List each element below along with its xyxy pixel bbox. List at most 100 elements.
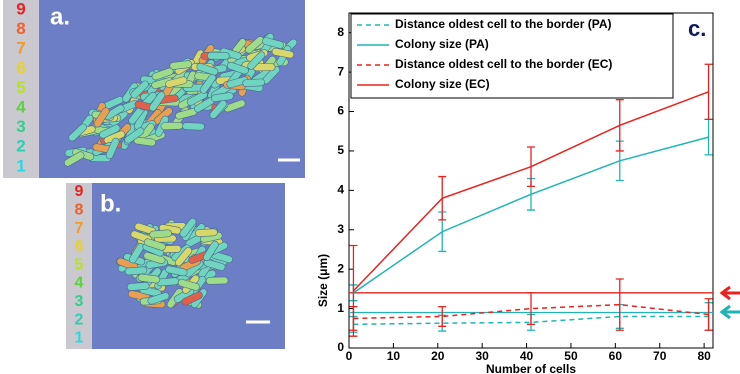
panel-label: b. <box>100 190 121 217</box>
error-bar <box>615 99 624 152</box>
cell <box>177 278 200 291</box>
cell <box>211 92 234 102</box>
error-bar <box>704 298 713 331</box>
plot-area <box>348 12 714 349</box>
cell <box>271 47 295 59</box>
y-tick-label: 1 <box>337 301 344 315</box>
cells-b <box>115 218 233 309</box>
legend-label: Colony size (PA) <box>395 37 489 51</box>
error-bar <box>527 292 535 326</box>
colorbar-label: 7 <box>16 39 25 58</box>
error-bar <box>438 305 447 327</box>
cell <box>174 247 193 267</box>
cell <box>245 36 265 54</box>
x-tick-label: 0 <box>346 349 353 363</box>
cell <box>226 61 249 75</box>
cell <box>226 76 249 89</box>
cell <box>195 228 218 237</box>
colorbar-label: 6 <box>75 238 84 255</box>
y-tick-label: 7 <box>337 64 344 78</box>
cell <box>137 273 161 284</box>
cell <box>124 127 145 144</box>
colorbar-label: 3 <box>75 293 84 310</box>
cell <box>262 37 285 49</box>
x-tick-label: 80 <box>697 349 711 363</box>
arrow <box>719 285 740 301</box>
error-bar <box>527 146 535 188</box>
cell <box>181 291 203 306</box>
y-tick-label: 6 <box>337 104 344 118</box>
colorbar-label: 1 <box>16 156 25 175</box>
colorbar-label: 8 <box>75 202 84 219</box>
cell <box>149 229 172 239</box>
cell <box>129 242 145 264</box>
legend-label: Colony size (EC) <box>395 77 490 91</box>
y-tick-label: 4 <box>337 183 344 197</box>
colorbar-label: 6 <box>16 58 25 77</box>
colorbar-label: 2 <box>75 311 84 328</box>
cell <box>196 63 219 76</box>
cell <box>99 124 121 139</box>
colorbar-label: 2 <box>16 137 25 156</box>
legend-label: Distance oldest cell to the border (EC) <box>395 57 612 71</box>
cell <box>203 240 219 262</box>
x-tick-label: 50 <box>564 349 578 363</box>
y-tick-label: 8 <box>337 25 344 39</box>
y-axis-label: Size (μm) <box>316 254 330 307</box>
cell <box>147 292 170 305</box>
cell <box>160 121 184 130</box>
colorbar-label: 9 <box>16 0 25 18</box>
panel-label: c. <box>688 16 706 41</box>
cell <box>130 80 149 99</box>
cell <box>169 60 192 70</box>
y-tick-label: 2 <box>337 261 344 275</box>
x-axis-label: Number of cells <box>486 362 576 374</box>
colorbar-label: 3 <box>16 117 25 136</box>
cell <box>247 51 266 70</box>
colorbar-label: 5 <box>16 78 25 97</box>
x-tick-label: 70 <box>653 349 667 363</box>
colorbar-b <box>66 183 92 349</box>
x-tick-label: 20 <box>431 349 445 363</box>
cell <box>126 282 150 291</box>
colorbar-label: 4 <box>75 275 84 292</box>
cell <box>105 137 120 160</box>
colorbar-label: 9 <box>75 183 84 200</box>
panel-label: a. <box>50 3 70 30</box>
cell <box>151 67 174 81</box>
colorbar-a <box>3 0 39 178</box>
cell <box>124 266 148 276</box>
legend-label: Distance oldest cell to the border (PA) <box>395 17 611 31</box>
cell <box>207 51 230 60</box>
legend-box <box>350 13 674 99</box>
cells-a <box>63 33 298 167</box>
cell <box>242 78 265 88</box>
colorbar-label: 5 <box>75 256 84 273</box>
cell <box>179 218 197 238</box>
cell <box>182 122 205 131</box>
error-bar <box>615 278 624 331</box>
x-tick-label: 40 <box>520 349 534 363</box>
cell <box>93 107 110 128</box>
cell <box>203 258 226 271</box>
y-tick-label: 3 <box>337 222 344 236</box>
cell <box>68 123 87 142</box>
error-bar <box>704 63 713 121</box>
cell <box>149 91 166 112</box>
cell <box>143 238 166 251</box>
y-tick-label: 5 <box>337 143 344 157</box>
error-bar <box>349 244 358 337</box>
cell <box>63 151 85 167</box>
x-tick-label: 60 <box>609 349 623 363</box>
cell <box>205 276 229 285</box>
x-tick-label: 30 <box>475 349 489 363</box>
colorbar-label: 8 <box>16 19 25 38</box>
cell <box>219 47 242 60</box>
colorbar-label: 1 <box>75 330 84 347</box>
cell <box>165 265 188 277</box>
y-tick-label: 0 <box>337 340 344 354</box>
colorbar-label: 7 <box>75 220 84 237</box>
x-tick-label: 10 <box>387 349 401 363</box>
colorbar-label: 4 <box>16 97 26 116</box>
